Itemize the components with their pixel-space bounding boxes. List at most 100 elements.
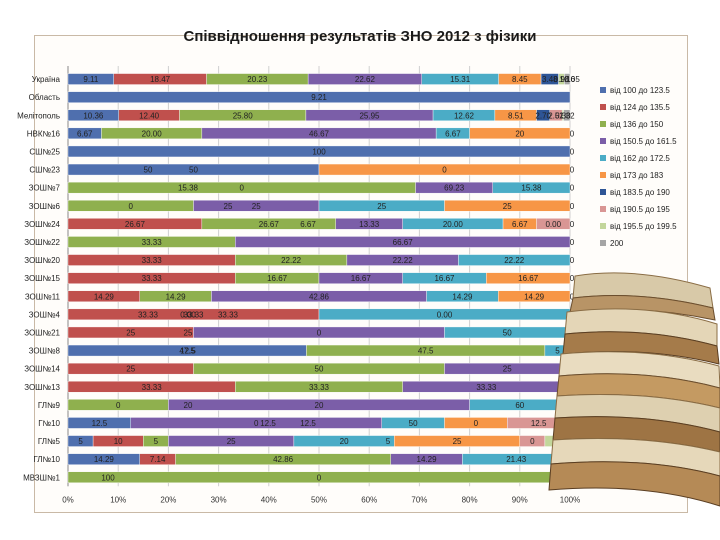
category-label: ГЛ№10 bbox=[33, 455, 60, 464]
legend-label: від 173 до 183 bbox=[610, 171, 664, 180]
bar-segment bbox=[67, 145, 571, 158]
category-label: ЗОШ№20 bbox=[24, 256, 60, 265]
data-label: 50 bbox=[503, 328, 512, 337]
bar-segment bbox=[564, 73, 571, 85]
data-label: 6.67 bbox=[512, 220, 528, 229]
data-label: 26.67 bbox=[125, 220, 146, 229]
data-label: 33.33 bbox=[476, 383, 497, 392]
x-tick-label: 80% bbox=[462, 495, 478, 504]
bar-segment bbox=[458, 254, 571, 266]
category-label: ЗОШ№15 bbox=[24, 274, 60, 283]
data-label: 1.16 bbox=[559, 75, 575, 84]
bar-segment bbox=[318, 163, 571, 176]
data-label: 0 bbox=[570, 184, 575, 193]
data-label: 25 bbox=[224, 202, 233, 211]
data-label: 26.67 bbox=[259, 220, 280, 229]
data-label: 10 bbox=[114, 437, 123, 446]
data-label: 22.22 bbox=[393, 256, 414, 265]
data-label: 7.14 bbox=[150, 455, 166, 464]
data-label: 25.95 bbox=[359, 111, 380, 120]
data-label: 25 bbox=[503, 365, 512, 374]
data-label: 42.86 bbox=[273, 455, 294, 464]
data-label: 20.00 bbox=[443, 220, 464, 229]
data-label: 0.00 bbox=[180, 310, 196, 319]
data-label: 14.29 bbox=[417, 455, 438, 464]
bar-segment bbox=[469, 127, 571, 140]
x-tick-label: 20% bbox=[160, 495, 176, 504]
data-label: 33.33 bbox=[138, 310, 159, 319]
data-label: 0.00 bbox=[545, 220, 561, 229]
data-label: 0 bbox=[570, 166, 575, 175]
data-label: 0 bbox=[530, 437, 535, 446]
category-label: Мелітополь bbox=[17, 111, 60, 120]
data-label: 8.45 bbox=[512, 75, 528, 84]
category-label: МВЗШ№1 bbox=[23, 473, 60, 482]
bar-segment bbox=[536, 218, 571, 230]
bar-segment bbox=[67, 91, 571, 103]
data-label: 14.29 bbox=[94, 455, 115, 464]
data-label: 25 bbox=[252, 202, 261, 211]
data-label: 16.67 bbox=[351, 274, 372, 283]
data-label: 33.33 bbox=[142, 274, 163, 283]
category-label: ЗОШ№8 bbox=[29, 347, 61, 356]
book-stack-icon bbox=[548, 272, 720, 507]
bar-segment bbox=[492, 181, 571, 194]
legend-swatch bbox=[600, 189, 606, 195]
data-label: 33.33 bbox=[142, 238, 163, 247]
x-tick-label: 30% bbox=[211, 495, 227, 504]
data-label: 42.86 bbox=[309, 292, 330, 301]
data-label: 12.5 bbox=[300, 419, 316, 428]
bar-segment bbox=[444, 200, 571, 212]
x-tick-label: 60% bbox=[361, 495, 377, 504]
chart-title: Співвідношення результатів ЗНО 2012 з фі… bbox=[183, 28, 537, 45]
data-label: 9.11 bbox=[83, 75, 99, 84]
legend-label: від 136 до 150 bbox=[610, 120, 664, 129]
data-label: 46.67 bbox=[309, 129, 330, 138]
legend-label: від 124 до 135.5 bbox=[610, 103, 670, 112]
category-label: ГЛ№9 bbox=[38, 401, 61, 410]
data-label: 16.67 bbox=[267, 274, 288, 283]
legend-label: 200 bbox=[610, 239, 624, 248]
legend-swatch bbox=[600, 223, 606, 229]
data-label: 15.38 bbox=[178, 184, 199, 193]
category-label: Україна bbox=[32, 75, 61, 84]
data-label: 20 bbox=[315, 401, 324, 410]
data-label: 0.30 bbox=[555, 111, 571, 120]
data-label: 66.67 bbox=[393, 238, 414, 247]
x-tick-label: 10% bbox=[110, 495, 126, 504]
x-tick-label: 100% bbox=[560, 495, 580, 504]
data-label: 0 bbox=[317, 328, 322, 337]
data-label: 20 bbox=[184, 401, 193, 410]
data-label: 2.52 bbox=[548, 111, 564, 120]
data-label: 20.00 bbox=[142, 129, 163, 138]
category-label: ЗОШ№24 bbox=[24, 220, 60, 229]
legend-label: від 100 до 123.5 bbox=[610, 86, 670, 95]
category-label: ЗОШ№13 bbox=[24, 383, 60, 392]
category-label: ЗОШ№11 bbox=[25, 292, 61, 301]
category-label: СШ№23 bbox=[29, 166, 60, 175]
legend-label: від 183.5 до 190 bbox=[610, 188, 670, 197]
data-label: 13.33 bbox=[359, 220, 380, 229]
data-label: 0 bbox=[442, 166, 447, 175]
data-label: 0 bbox=[570, 292, 575, 301]
data-label: 0 bbox=[116, 401, 121, 410]
data-label: 15.31 bbox=[450, 75, 471, 84]
data-label: 25.80 bbox=[233, 111, 254, 120]
bar-segment bbox=[235, 236, 571, 248]
bar-segment bbox=[563, 109, 571, 121]
data-label: 20 bbox=[515, 129, 524, 138]
data-label: 12.5 bbox=[92, 419, 108, 428]
legend-swatch bbox=[600, 155, 606, 161]
data-label: 5 bbox=[154, 437, 159, 446]
data-label: 21.43 bbox=[506, 455, 527, 464]
legend-swatch bbox=[600, 87, 606, 93]
legend-swatch bbox=[600, 104, 606, 110]
data-label: 1.32 bbox=[559, 111, 575, 120]
category-label: ЗОШ№22 bbox=[24, 238, 60, 247]
data-label: 18.47 bbox=[150, 75, 171, 84]
data-label: 14.29 bbox=[94, 292, 115, 301]
legend-label: від 190.5 до 195 bbox=[610, 205, 670, 214]
data-label: 0 bbox=[317, 473, 322, 482]
books-illustration bbox=[548, 272, 720, 507]
